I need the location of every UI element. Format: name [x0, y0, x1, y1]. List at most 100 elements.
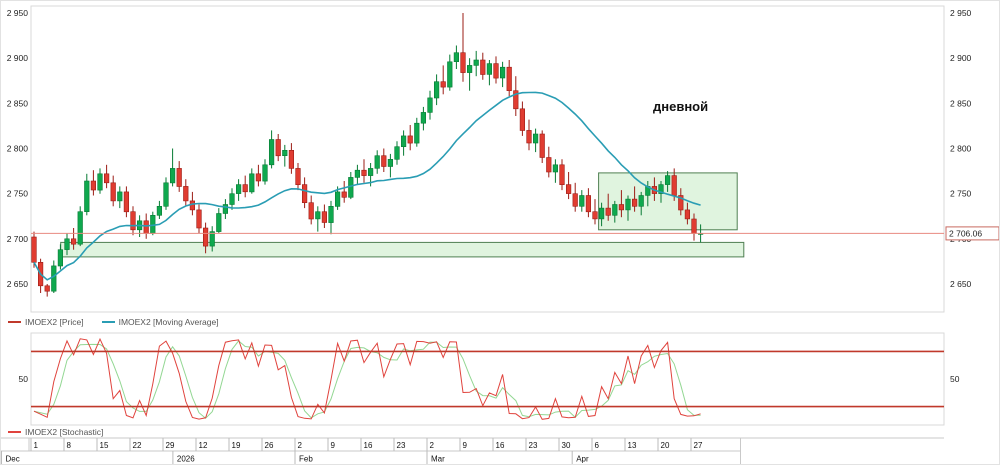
candle-body	[249, 173, 255, 193]
candle-body	[381, 155, 387, 167]
x-axis-day-label: 23	[397, 441, 406, 450]
support-zone	[60, 241, 745, 258]
y-axis-label-right: 2 750	[950, 189, 972, 199]
candle-body	[625, 198, 631, 211]
candle-body	[71, 238, 77, 245]
candle-body	[559, 164, 565, 186]
candle-body	[618, 204, 624, 211]
y-axis-label-left: 2 800	[7, 144, 29, 154]
ma-series-dash-icon	[101, 320, 115, 323]
candle-body	[407, 135, 413, 144]
candle-body	[222, 204, 229, 214]
candle-body	[341, 191, 347, 198]
candle-body	[678, 195, 684, 211]
y-axis-label-left: 2 900	[7, 53, 29, 63]
x-axis-day-label: 30	[562, 441, 571, 450]
candle-body	[90, 180, 96, 191]
candle-body	[420, 112, 427, 124]
x-axis-day-label: 1	[34, 441, 39, 450]
candle-body	[691, 218, 697, 234]
candle-body	[130, 211, 136, 231]
candle-body	[51, 265, 57, 292]
y-axis-label-right: 2 800	[950, 144, 972, 154]
candle-body	[301, 184, 308, 204]
candle-body	[196, 209, 202, 229]
legend-label-stochastic: IMOEX2 [Stochastic]	[25, 426, 104, 437]
candle-body	[229, 193, 235, 205]
x-axis-day-label: 22	[133, 441, 142, 450]
candle-body	[519, 108, 525, 131]
candle-body	[275, 139, 281, 157]
candle-body	[295, 168, 301, 185]
x-axis-month-label: Feb	[299, 455, 313, 464]
y-axis-label-left: 2 650	[7, 279, 29, 289]
price-chart-canvas[interactable]: 2 950 2 950 2 900 2 900 2 850 2 850 2 800 2 800…	[1, 1, 1000, 314]
candle-body	[486, 63, 493, 75]
x-axis-day-label: 2	[298, 441, 303, 450]
candle-body	[374, 155, 380, 169]
legend-item-moving-average[interactable]: IMOEX2 [Moving Average]	[101, 316, 219, 327]
moving-average-line	[33, 91, 701, 281]
candle-body	[631, 198, 638, 207]
candle-body	[123, 191, 129, 213]
candle-body	[236, 184, 242, 194]
candle-body	[321, 211, 328, 223]
candle-body	[216, 213, 222, 232]
candle-body	[387, 159, 394, 167]
candle-body	[605, 207, 611, 216]
candle-body	[242, 184, 248, 193]
candle-body	[546, 157, 552, 173]
candle-body	[156, 206, 163, 216]
candle-body	[539, 133, 545, 158]
candle-body	[203, 227, 209, 247]
candle-body	[104, 173, 110, 184]
candle-body	[684, 209, 690, 220]
candle-body	[598, 207, 605, 220]
candle-body	[532, 133, 539, 144]
y-axis-label-right: 2 650	[950, 279, 972, 289]
y-axis-label-right: 2 900	[950, 53, 972, 63]
x-axis-month-label: Apr	[576, 455, 589, 464]
candle-body	[638, 195, 644, 207]
x-axis-day-label: 19	[232, 441, 241, 450]
candle-body	[268, 139, 275, 166]
x-axis-day-label: 9	[463, 441, 468, 450]
legend-item-stochastic[interactable]: IMOEX2 [Stochastic]	[8, 427, 103, 437]
stochastic-chart-legend: IMOEX2 [Stochastic]	[8, 426, 103, 437]
candle-body	[176, 168, 182, 187]
timeframe-annotation: дневной	[653, 99, 708, 114]
candle-body	[466, 65, 473, 73]
candle-body	[189, 200, 196, 211]
x-axis-day-label: 8	[67, 441, 72, 450]
candle-body	[31, 236, 37, 263]
candle-body	[163, 182, 169, 207]
y-axis-label-right: 2 850	[950, 98, 972, 108]
stochastic-axis-label-left: 50	[19, 374, 29, 384]
candle-body	[493, 63, 499, 79]
legend-label-moving-average: IMOEX2 [Moving Average]	[118, 316, 219, 327]
candle-body	[671, 175, 677, 196]
candle-body	[658, 184, 664, 194]
candle-body	[526, 130, 532, 144]
candle-body	[77, 211, 83, 245]
candle-body	[394, 146, 400, 160]
candle-body	[565, 184, 572, 194]
candle-body	[473, 59, 479, 66]
y-axis-label-left: 2 950	[7, 8, 29, 18]
candle-body	[143, 220, 149, 234]
y-axis-label-left: 2 750	[7, 189, 29, 199]
x-axis-day-label: 23	[529, 441, 538, 450]
candle-body	[44, 285, 50, 292]
last-price-label-box	[945, 226, 999, 241]
stochastic-chart-canvas[interactable]: 50 50	[1, 331, 1000, 428]
candle-body	[209, 231, 215, 247]
price-plot-border	[30, 5, 945, 313]
candle-body	[440, 81, 446, 88]
x-axis-day-label: 6	[595, 441, 600, 450]
candle-body	[447, 61, 453, 88]
candle-body	[308, 202, 314, 220]
legend-item-price[interactable]: IMOEX2 [Price]	[8, 317, 84, 327]
candle-body	[328, 206, 334, 223]
candle-body	[334, 191, 341, 207]
